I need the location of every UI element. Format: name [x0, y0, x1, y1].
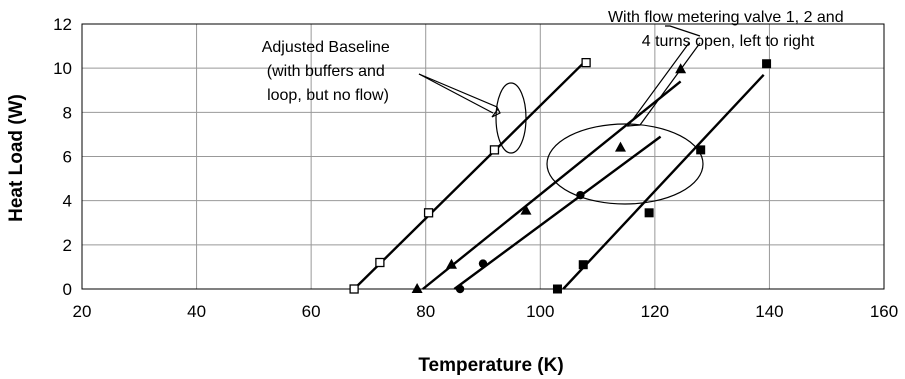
data-point-open-square [375, 257, 385, 268]
annotations: Adjusted Baseline (with buffers and loop… [262, 9, 848, 104]
data-point-triangle [445, 258, 457, 269]
x-tick-label: 100 [526, 302, 554, 321]
data-point-triangle [520, 204, 532, 215]
y-tick-label: 12 [53, 15, 72, 34]
x-tick-label: 40 [187, 302, 206, 321]
x-tick-label: 120 [641, 302, 669, 321]
data-point-circle [455, 284, 465, 294]
flow-callout-ellipse-outline [546, 123, 704, 205]
x-tick-labels: 20 40 60 80 100 120 140 160 [73, 302, 899, 321]
flow-annotation: With flow metering valve 1, 2 and 4 turn… [608, 9, 848, 50]
data-point-square [762, 59, 772, 69]
data-point-square [644, 208, 654, 218]
data-point-triangle [614, 141, 626, 152]
x-tick-label: 80 [416, 302, 435, 321]
data-point-open-square [349, 284, 359, 294]
data-point-open-square [489, 145, 500, 155]
flow-callout-pointer [626, 42, 701, 127]
x-tick-label: 20 [73, 302, 92, 321]
data-point-triangle [411, 283, 423, 293]
fit-line-2 [453, 135, 662, 290]
data-point-square [696, 145, 706, 155]
y-tick-label: 10 [53, 59, 72, 78]
x-axis-title: Temperature (K) [418, 355, 563, 376]
data-point-square [552, 284, 562, 294]
data-point-circle [576, 190, 585, 200]
baseline-callout-pointer [418, 73, 501, 118]
y-tick-label: 6 [63, 148, 72, 167]
flow-callout-leader [665, 25, 701, 37]
data-point-square [578, 260, 588, 270]
y-tick-label: 2 [63, 236, 72, 255]
baseline-callout-ellipse [495, 82, 527, 154]
y-tick-label: 8 [63, 103, 72, 122]
fit-line-0 [353, 59, 587, 290]
data-point-open-square [581, 57, 591, 68]
data-point-open-square [423, 208, 434, 218]
data-point-circle [478, 259, 488, 268]
baseline-annotation: Adjusted Baseline (with buffers and loop… [262, 39, 395, 104]
x-tick-label: 160 [870, 302, 898, 321]
fit-lines [353, 59, 765, 290]
plot-frame [81, 23, 885, 290]
y-axis-title: Heat Load (W) [6, 94, 27, 222]
data-point-triangle [675, 63, 687, 74]
y-tick-label: 0 [63, 280, 72, 299]
fit-line-3 [562, 73, 765, 290]
data-points [349, 57, 772, 294]
fit-line-1 [422, 80, 682, 290]
x-tick-label: 60 [302, 302, 321, 321]
x-tick-label: 140 [755, 302, 783, 321]
baseline-callout-connector [418, 73, 494, 114]
y-tick-labels: 0 2 4 6 8 10 12 [53, 15, 72, 299]
y-tick-label: 4 [63, 192, 72, 211]
